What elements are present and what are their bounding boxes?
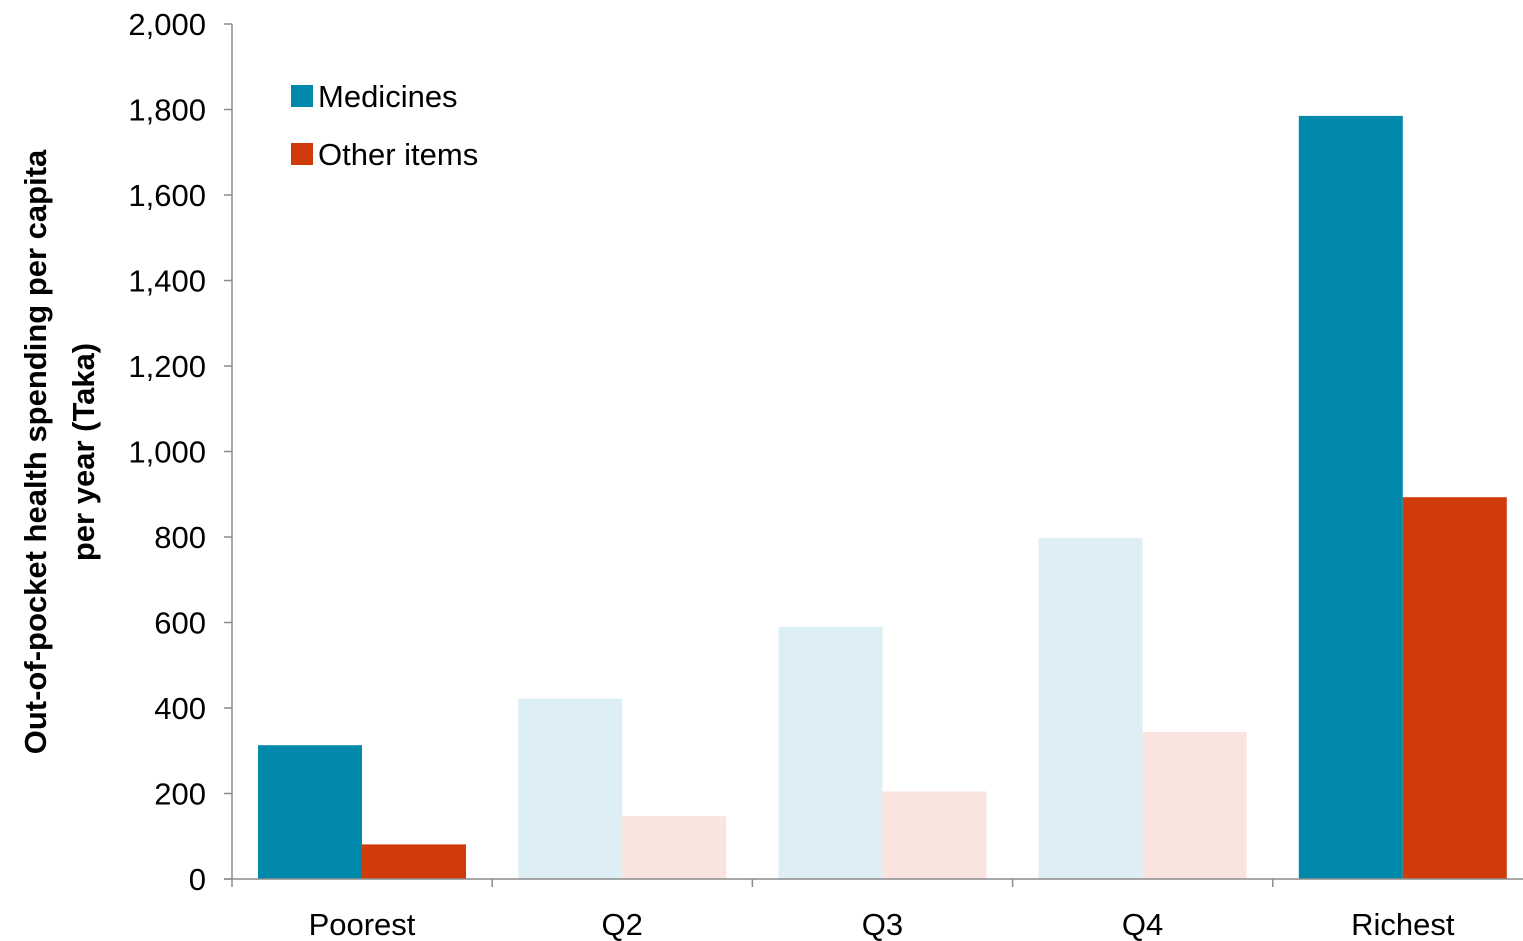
y-tick-label: 800 — [154, 520, 206, 555]
legend-swatch-other-items — [291, 143, 313, 165]
bar-other-items-q4 — [1142, 731, 1247, 879]
x-tick-label-q3: Q3 — [862, 907, 903, 941]
y-axis-title-line-2: per year (Taka) — [66, 343, 101, 561]
bar-medicines-richest — [1298, 115, 1403, 879]
bar-other-items-poorest — [362, 844, 466, 879]
y-tick-label: 0 — [189, 862, 206, 897]
y-axis-title-line-1: Out-of-pocket health spending per capita — [18, 149, 53, 754]
y-axis-title: Out-of-pocket health spending per capita… — [18, 149, 101, 754]
bar-other-items-q2 — [622, 816, 727, 879]
y-tick-label: 2,000 — [128, 7, 206, 42]
legend-label-medicines: Medicines — [318, 79, 458, 114]
y-tick-label: 200 — [154, 777, 206, 812]
y-tick-label: 600 — [154, 606, 206, 641]
legend: Medicines Other items — [291, 79, 478, 172]
bar-other-items-richest — [1402, 497, 1507, 879]
x-tick-label-q2: Q2 — [602, 907, 643, 941]
bar-medicines-q4 — [1038, 537, 1143, 879]
y-tick-label: 1,600 — [128, 178, 206, 213]
y-tick-label: 1,400 — [128, 264, 206, 299]
y-tick-label: 1,200 — [128, 349, 206, 384]
bar-medicines-poorest — [258, 745, 362, 879]
y-tick-label: 1,000 — [128, 435, 206, 470]
bars-group — [258, 115, 1507, 879]
y-tick-label: 400 — [154, 691, 206, 726]
x-tick-label-q4: Q4 — [1122, 907, 1163, 941]
x-tick-label-poorest: Poorest — [309, 907, 416, 941]
y-tick-label: 1,800 — [128, 93, 206, 128]
x-tick-label-richest: Richest — [1351, 907, 1455, 941]
bar-other-items-q3 — [882, 791, 987, 879]
bar-medicines-q3 — [778, 626, 883, 879]
bar-medicines-q2 — [518, 698, 623, 879]
legend-label-other-items: Other items — [318, 137, 478, 172]
legend-swatch-medicines — [291, 85, 313, 107]
axes-group: 0 200 400 600 800 1,000 1,200 1,400 1,600 1,800 2,… — [128, 7, 1523, 941]
